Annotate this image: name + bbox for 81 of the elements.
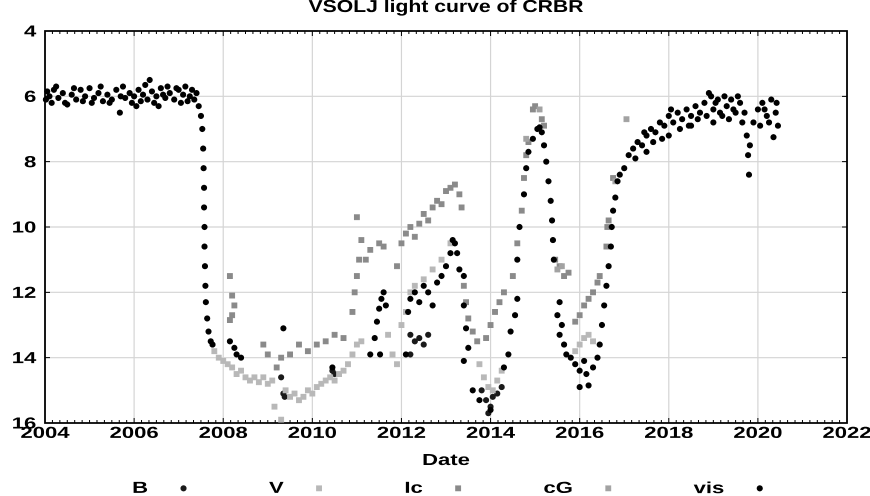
point [256, 379, 262, 386]
point [340, 368, 346, 374]
point [385, 332, 392, 338]
point [345, 361, 351, 368]
legend-label: V [269, 482, 284, 493]
point [554, 266, 560, 272]
legend-label: vis [694, 482, 724, 494]
point [412, 282, 418, 289]
point [425, 332, 432, 338]
legend-label: cG [544, 482, 572, 494]
legend-label: B [134, 482, 148, 493]
point [282, 394, 288, 400]
point [242, 374, 248, 380]
point [314, 384, 320, 390]
point [420, 342, 427, 348]
point [494, 390, 500, 397]
x-tick-label: 2014 [466, 426, 516, 438]
point [260, 374, 266, 380]
point [407, 332, 414, 338]
point [309, 390, 316, 397]
point [234, 371, 240, 377]
point [480, 374, 487, 380]
point [296, 397, 302, 404]
point [394, 361, 400, 368]
point [420, 276, 427, 282]
point [278, 416, 284, 423]
x-tick-label: 2020 [734, 426, 782, 438]
point [590, 338, 596, 344]
point [229, 364, 236, 370]
point [485, 384, 492, 390]
y-tick-label: 12 [13, 286, 36, 298]
legend-label: Ic [406, 482, 422, 493]
point [576, 342, 583, 348]
point [476, 361, 482, 368]
point [536, 106, 543, 112]
point [300, 394, 306, 400]
point [490, 394, 496, 400]
y-tick-label: 14 [13, 352, 36, 364]
x-tick-label: 2004 [21, 426, 70, 438]
point [304, 387, 311, 394]
point [269, 378, 276, 384]
x-tick-label: 2016 [556, 426, 604, 438]
point [416, 335, 422, 342]
point [282, 387, 289, 394]
point [483, 397, 490, 404]
point [523, 136, 530, 142]
point [358, 338, 364, 344]
point [572, 348, 578, 354]
point [390, 351, 396, 358]
x-tick-label: 2008 [199, 426, 248, 438]
point [336, 371, 342, 377]
x-tick-label: 2006 [110, 426, 158, 438]
point [278, 374, 284, 380]
point [498, 384, 505, 390]
point [430, 266, 436, 272]
point [438, 256, 444, 263]
x-tick-label: 2012 [378, 426, 426, 438]
x-tick-label: 2010 [288, 426, 336, 438]
y-tick-label: 4 [24, 26, 36, 37]
x-tick-label: 2018 [645, 426, 693, 438]
point [624, 116, 630, 122]
point [586, 332, 592, 338]
y-tick-label: 8 [24, 156, 36, 168]
point [272, 404, 278, 410]
point [292, 390, 298, 397]
point [211, 348, 218, 354]
point [251, 374, 258, 380]
point [332, 378, 338, 384]
y-tick-label: 16 [13, 417, 36, 429]
x-axis-title: Date [424, 454, 470, 466]
point [494, 378, 500, 384]
point [398, 322, 404, 328]
point [412, 338, 418, 344]
y-tick-label: 6 [24, 90, 36, 102]
point [490, 387, 496, 394]
point [247, 378, 253, 384]
point [350, 351, 356, 358]
point [478, 387, 485, 394]
y-tick-label: 10 [13, 221, 36, 233]
point [354, 342, 360, 348]
point [238, 368, 244, 374]
